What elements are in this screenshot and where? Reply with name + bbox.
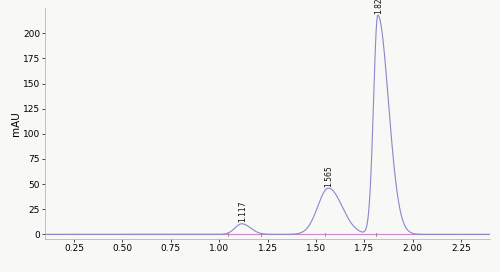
Text: 1.565: 1.565 [324,165,334,187]
Text: 1.820: 1.820 [374,0,383,14]
Y-axis label: mAU: mAU [12,112,22,136]
Text: 1.117: 1.117 [238,201,247,222]
